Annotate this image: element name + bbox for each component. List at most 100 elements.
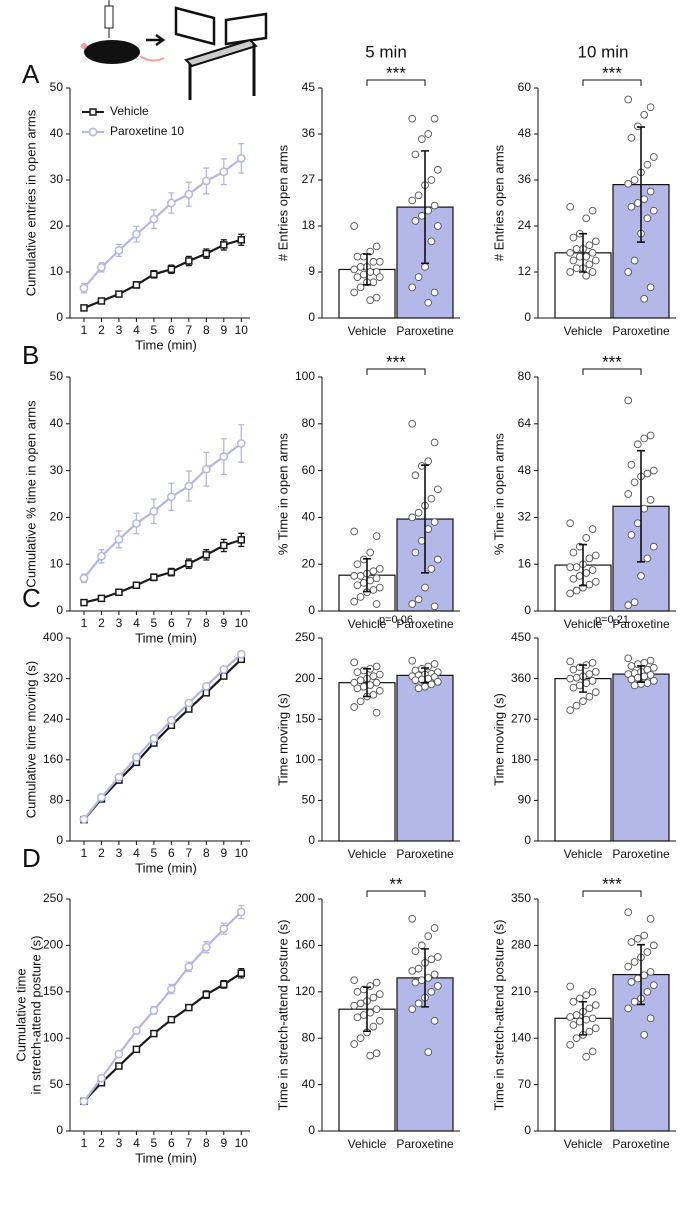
data-point xyxy=(624,654,633,663)
data-point xyxy=(366,268,375,276)
data-point xyxy=(633,934,642,943)
error-bar xyxy=(579,232,587,273)
data-point xyxy=(430,518,439,526)
x-tick-label: 5 xyxy=(151,1136,158,1150)
data-point xyxy=(588,1014,597,1023)
y-axis-label: # Entries open arms xyxy=(275,144,290,261)
y-tick-label: 140 xyxy=(511,1030,531,1044)
x-tick-label: 9 xyxy=(220,323,227,337)
x-tick-label: 7 xyxy=(185,616,192,630)
x-tick-label: Vehicle xyxy=(348,324,387,338)
data-point xyxy=(582,252,591,261)
data-point xyxy=(414,191,423,200)
x-tick-label: 5 xyxy=(151,846,158,860)
marker xyxy=(236,154,246,163)
y-tick-label: 200 xyxy=(43,938,63,952)
data-point xyxy=(591,667,600,676)
x-tick-label: 5 xyxy=(151,616,158,630)
x-tick-label: 4 xyxy=(133,846,140,860)
data-point xyxy=(582,534,591,542)
data-point xyxy=(649,153,658,161)
data-point xyxy=(566,202,575,211)
data-point xyxy=(421,682,429,691)
panel-label: C xyxy=(22,583,41,613)
y-tick-label: 40 xyxy=(302,1077,316,1091)
data-point xyxy=(411,471,420,480)
data-point xyxy=(588,658,597,667)
data-point xyxy=(427,987,436,996)
data-point xyxy=(579,697,587,706)
data-point xyxy=(585,692,594,701)
y-tick-label: 10 xyxy=(50,264,64,278)
data-point xyxy=(372,978,381,987)
data-point xyxy=(424,1048,433,1056)
data-point xyxy=(643,160,652,169)
data-point xyxy=(646,187,655,196)
y-axis-label: Time moving (s) xyxy=(491,693,506,786)
data-point xyxy=(575,252,584,261)
marker xyxy=(80,304,88,312)
data-point xyxy=(430,114,439,123)
data-point xyxy=(624,179,633,188)
y-tick-label: 0 xyxy=(524,310,531,324)
y-axis-label: Cumulative time xyxy=(13,968,28,1061)
y-axis-label: Time in stretch-attend posture (s) xyxy=(491,920,506,1111)
data-point xyxy=(411,217,420,225)
data-point xyxy=(624,490,633,498)
data-point xyxy=(356,999,365,1008)
data-point xyxy=(646,915,655,923)
marker xyxy=(184,189,194,199)
maze-wall xyxy=(174,6,216,46)
marker xyxy=(149,506,159,516)
data-point xyxy=(369,586,378,594)
y-tick-label: 150 xyxy=(295,711,315,725)
data-point xyxy=(427,494,436,503)
data-point xyxy=(433,555,442,564)
error-bar xyxy=(637,943,645,1006)
error-bar xyxy=(637,449,645,563)
data-point xyxy=(369,567,378,576)
marker xyxy=(115,588,123,597)
data-point xyxy=(569,683,578,692)
data-point xyxy=(627,531,636,539)
data-point xyxy=(353,252,362,261)
data-point xyxy=(640,434,649,443)
data-point xyxy=(353,668,362,676)
data-point xyxy=(424,206,433,215)
data-point xyxy=(572,264,581,273)
series-line xyxy=(83,911,243,1102)
legend-label: Vehicle xyxy=(110,104,149,118)
data-point xyxy=(424,932,433,940)
data-point xyxy=(408,600,417,608)
data-point xyxy=(414,684,423,693)
data-point xyxy=(359,682,368,691)
data-point xyxy=(430,602,439,611)
data-point xyxy=(375,257,384,266)
data-point xyxy=(569,997,578,1006)
mouse-tail xyxy=(139,55,165,62)
legend-marker xyxy=(89,108,97,116)
data-point xyxy=(411,947,420,956)
y-tick-label: 48 xyxy=(518,463,532,477)
data-point xyxy=(414,999,423,1008)
data-point xyxy=(585,670,594,678)
y-tick-label: 48 xyxy=(518,126,532,140)
significance-bracket xyxy=(582,79,642,86)
data-point xyxy=(375,686,384,695)
error-bar xyxy=(579,1000,587,1036)
data-point xyxy=(350,703,359,711)
data-point xyxy=(427,565,436,573)
data-point xyxy=(375,583,384,592)
x-tick-label: 10 xyxy=(235,616,249,630)
data-point xyxy=(408,914,417,923)
marker xyxy=(185,1003,193,1012)
data-point xyxy=(430,924,439,932)
data-point xyxy=(411,150,420,159)
marker xyxy=(149,214,159,224)
series-line xyxy=(83,653,242,820)
data-point xyxy=(624,268,633,276)
panel-label: A xyxy=(22,59,40,89)
error-bar xyxy=(637,126,645,243)
data-point xyxy=(350,527,359,536)
data-point xyxy=(646,1014,655,1023)
